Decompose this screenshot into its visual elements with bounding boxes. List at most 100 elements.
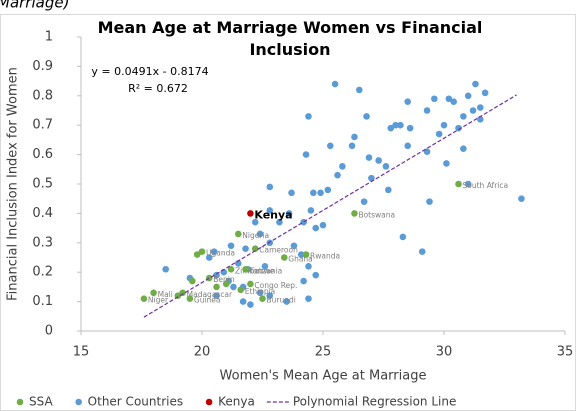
data-point: [186, 295, 194, 302]
point-label: Congo Rep.: [254, 281, 297, 290]
point-label: South Africa: [463, 181, 509, 190]
point-label: Nigeria: [242, 231, 269, 240]
data-point: [283, 298, 291, 305]
data-point: [247, 301, 254, 308]
data-point: [455, 124, 462, 132]
equation: y = 0.0491x - 0.8174: [91, 65, 208, 78]
data-point: [460, 145, 467, 153]
data-point: [404, 98, 412, 105]
data-point: [464, 92, 472, 100]
point-label: Burundi: [267, 296, 296, 305]
data-point: [331, 80, 339, 88]
data-point: [198, 248, 206, 255]
data-point: [140, 295, 148, 302]
data-point: [387, 124, 395, 132]
point-label: Kenya: [254, 208, 292, 221]
data-point: [464, 180, 472, 188]
data-point: [312, 224, 320, 232]
legend-marker: [75, 398, 82, 406]
y-tick-label: 0.1: [32, 294, 53, 309]
data-point: [242, 245, 249, 252]
data-point: [280, 254, 288, 261]
r-squared: R² = 0.672: [128, 82, 188, 95]
data-point: [392, 121, 399, 129]
data-point: [319, 221, 327, 229]
point-label: Tanzania: [249, 266, 283, 275]
data-point: [472, 80, 479, 88]
legend-label: Other Countries: [88, 395, 183, 409]
data-point: [310, 189, 317, 197]
legend-label: Polynomial Regression Line: [293, 395, 457, 409]
data-point: [302, 151, 310, 158]
data-point: [351, 133, 358, 141]
y-tick-label: 1: [45, 30, 53, 45]
data-point: [426, 198, 433, 205]
y-axis-title: Financial Inclusion Index for Women: [6, 67, 21, 301]
data-point: [189, 277, 196, 285]
x-tick-label: 20: [194, 345, 211, 360]
data-point: [440, 121, 448, 129]
data-point: [518, 195, 525, 202]
legend-marker: [16, 398, 24, 406]
data-point: [297, 251, 305, 258]
data-point: [266, 183, 274, 191]
point-label: Uganda: [206, 249, 235, 258]
data-point: [162, 265, 169, 273]
data-point: [423, 148, 431, 155]
data-point: [251, 218, 259, 226]
data-point: [477, 104, 484, 111]
data-point: [312, 271, 320, 279]
data-point: [334, 171, 341, 179]
data-point: [300, 277, 307, 285]
data-point: [481, 89, 489, 97]
data-point: [363, 113, 370, 120]
point-label: Guinea: [194, 296, 221, 305]
data-point: [256, 230, 264, 238]
data-point: [460, 113, 467, 120]
point-label: Niger: [148, 296, 169, 305]
data-point: [339, 163, 346, 170]
data-point: [205, 274, 213, 282]
x-tick-label: 35: [557, 345, 574, 360]
y-tick-label: 0.5: [32, 177, 53, 192]
y-tick-label: 0.4: [32, 206, 53, 221]
data-point: [375, 157, 382, 164]
data-point: [435, 130, 443, 138]
data-point: [317, 189, 324, 197]
point-label: Cameroon: [259, 246, 298, 255]
point-label: Ghana: [288, 255, 313, 264]
data-point: [259, 295, 266, 302]
x-tick-label: 15: [73, 345, 90, 360]
x-tick-label: 30: [436, 345, 453, 360]
legend-label: Kenya: [218, 395, 255, 409]
data-point: [213, 283, 220, 291]
y-tick-label: 0.2: [32, 265, 53, 280]
data-point: [360, 198, 368, 205]
data-point: [235, 230, 242, 238]
point-label: Botswana: [358, 210, 395, 219]
point-label: Benin: [213, 275, 235, 284]
y-tick-label: 0.9: [32, 59, 53, 74]
legend-label: SSA: [29, 395, 53, 409]
data-point: [302, 251, 310, 258]
data-point: [385, 186, 392, 194]
data-point: [418, 248, 426, 255]
x-tick-label: 25: [315, 345, 332, 360]
data-point: [242, 265, 249, 273]
point-label: Zimbabwe: [235, 266, 275, 275]
caption-fragment: Marriage): [0, 0, 69, 12]
data-point: [222, 280, 230, 288]
data-point: [266, 207, 274, 214]
y-tick-label: 0.8: [32, 88, 53, 103]
data-point: [150, 289, 157, 297]
data-point: [227, 242, 235, 250]
y-tick-label: 0: [45, 324, 53, 339]
point-label: Madagascar: [187, 290, 233, 299]
data-point: [230, 283, 237, 291]
point-label: Ethiopia: [245, 287, 276, 296]
data-point: [397, 121, 404, 129]
data-point: [348, 142, 356, 150]
data-point: [469, 107, 477, 114]
data-point: [285, 210, 293, 217]
